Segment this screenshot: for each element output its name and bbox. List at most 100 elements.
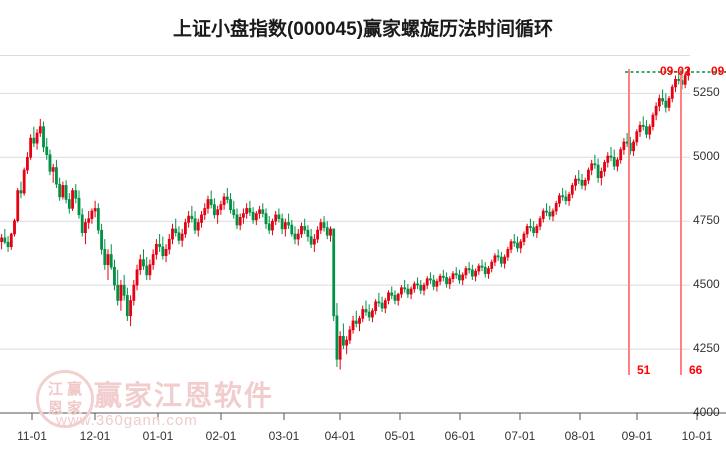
- candle-body: [674, 78, 677, 88]
- candle-body: [599, 171, 603, 179]
- x-axis-tick-label: 07-01: [504, 429, 536, 443]
- candle-body: [396, 293, 400, 301]
- candle-body: [354, 320, 358, 324]
- candle-body: [574, 178, 577, 186]
- candle-body: [622, 141, 626, 150]
- plot-area: [0, 55, 726, 413]
- candle-body: [29, 137, 33, 158]
- y-axis-tick-label: 4000: [693, 405, 720, 419]
- candle-body: [64, 185, 68, 200]
- candle-body: [51, 167, 55, 172]
- candle-body: [71, 190, 74, 209]
- x-axis-tick-label: 09-01: [621, 429, 653, 443]
- candle-body: [445, 277, 448, 285]
- candle-body: [219, 204, 223, 210]
- candle-body: [603, 162, 606, 172]
- candle-body: [503, 256, 507, 264]
- candle-body: [664, 100, 668, 108]
- candle-body: [9, 233, 13, 248]
- candle-body: [164, 249, 168, 257]
- candle-body: [238, 217, 242, 226]
- candle-body: [525, 226, 529, 235]
- candle-body: [229, 199, 232, 211]
- candle-body: [496, 255, 500, 258]
- candle-body: [570, 185, 574, 195]
- candle-body: [306, 229, 310, 237]
- candle-body: [277, 214, 281, 219]
- candle-body: [100, 229, 103, 250]
- x-axis-tick-label: 05-01: [384, 429, 416, 443]
- candle-body: [325, 227, 329, 236]
- candle-body: [148, 264, 152, 276]
- candle-body: [61, 185, 65, 198]
- candle-body: [158, 243, 162, 248]
- candle-body: [177, 232, 181, 241]
- candle-body: [258, 209, 261, 214]
- candle-body: [132, 284, 136, 301]
- candle-body: [538, 218, 542, 227]
- candle-body: [261, 209, 265, 214]
- candle-body: [419, 284, 423, 291]
- candle-body: [516, 242, 519, 249]
- candle-body: [245, 208, 249, 214]
- candle-body: [145, 265, 149, 276]
- candle-body: [451, 273, 455, 280]
- candle-body: [19, 190, 23, 194]
- candle-body: [387, 292, 390, 301]
- candle-body: [661, 98, 664, 102]
- candle-body: [180, 233, 184, 241]
- candle-body: [87, 218, 91, 223]
- candle-body: [213, 204, 216, 216]
- candle-body: [274, 214, 278, 222]
- candle-body: [380, 302, 384, 309]
- candlestick-chart: [0, 55, 726, 375]
- candle-body: [587, 169, 590, 181]
- candle-body: [638, 125, 642, 133]
- candle-body: [242, 213, 245, 218]
- candle-body: [184, 222, 187, 235]
- candle-body: [641, 125, 645, 127]
- candle-body: [561, 195, 565, 198]
- y-axis-tick-label: 4250: [693, 341, 720, 356]
- candle-body: [225, 196, 229, 200]
- candle-body: [509, 241, 513, 250]
- candle-body: [222, 196, 226, 205]
- candle-body: [348, 329, 352, 341]
- candle-body: [341, 335, 345, 346]
- candle-body: [448, 278, 452, 285]
- x-axis-ticks: [31, 413, 698, 420]
- candle-body: [596, 164, 600, 179]
- candle-body: [367, 311, 371, 318]
- candle-body: [651, 114, 655, 127]
- candle-body: [480, 265, 484, 268]
- candle-body: [187, 215, 191, 223]
- candle-body: [42, 126, 45, 148]
- candle-body: [528, 226, 532, 228]
- candle-body: [109, 254, 113, 268]
- candle-body: [541, 210, 545, 219]
- gridlines: [0, 55, 690, 350]
- candle-body: [116, 284, 120, 301]
- cycle-count-label: 51: [637, 363, 651, 377]
- candle-body: [493, 255, 497, 263]
- candle-body: [16, 190, 20, 221]
- candle-body: [435, 281, 439, 287]
- candle-body: [216, 209, 220, 216]
- candle-body: [645, 126, 648, 135]
- candle-body: [200, 214, 203, 223]
- candle-body: [74, 190, 78, 199]
- candle-body: [564, 196, 568, 202]
- candle-body: [393, 295, 397, 301]
- candle-body: [374, 301, 378, 312]
- candle-body: [583, 180, 587, 186]
- y-axis-tick-label: 5000: [693, 149, 720, 164]
- candle-body: [535, 226, 539, 234]
- x-axis-tick-label: 04-01: [324, 429, 356, 443]
- candle-body: [103, 249, 107, 265]
- candle-body: [606, 155, 610, 163]
- candle-body: [632, 141, 635, 152]
- candle-body: [80, 214, 84, 234]
- candle-body: [287, 222, 290, 226]
- candle-body: [593, 163, 597, 166]
- candle-body: [609, 155, 613, 158]
